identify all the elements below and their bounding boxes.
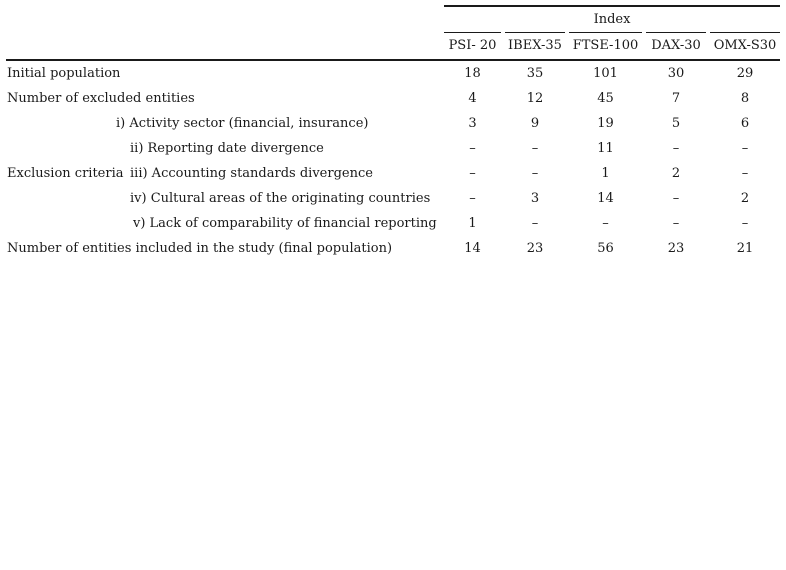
cell-value: –: [531, 216, 539, 231]
column-rule-psi: [444, 32, 501, 33]
row-label: iii) Accounting standards divergence: [130, 166, 373, 181]
cell-value: –: [531, 141, 539, 156]
cell-value: –: [741, 141, 749, 156]
row-label: Number of excluded entities: [7, 91, 195, 106]
cell-value: –: [672, 191, 680, 206]
header-rule: [6, 59, 780, 61]
column-header-omx: OMX-S30: [713, 38, 777, 53]
cell-value: –: [672, 141, 680, 156]
cell-value: 8: [740, 91, 750, 106]
cell-value: 3: [530, 191, 540, 206]
cell-value: 3: [468, 116, 477, 131]
cell-value: –: [469, 191, 476, 206]
cell-value: 7: [671, 91, 681, 106]
row-label: Initial population: [7, 66, 121, 81]
top-rule: [444, 5, 780, 7]
cell-value: –: [602, 216, 609, 231]
cell-value: –: [741, 216, 749, 231]
cell-value: 30: [667, 66, 685, 81]
row-label: iv) Cultural areas of the originating co…: [130, 191, 431, 206]
cell-value: 2: [671, 166, 681, 181]
cell-value: 12: [526, 91, 544, 106]
table-row: ii) Reporting date divergence – – 11 – –: [6, 136, 780, 161]
column-rule-dax: [646, 32, 706, 33]
cell-value: 5: [671, 116, 681, 131]
cell-value: 9: [530, 116, 540, 131]
column-header-ftse: FTSE-100: [572, 38, 639, 53]
table-row: i) Activity sector (financial, insurance…: [6, 111, 780, 136]
cell-value: 23: [526, 241, 544, 256]
column-header-dax: DAX-30: [651, 38, 701, 53]
cell-value: 21: [736, 241, 754, 256]
cell-value: –: [469, 166, 476, 181]
column-rule-ftse: [569, 32, 642, 33]
table-row: v) Lack of comparability of financial re…: [6, 211, 780, 236]
cell-value: 1: [468, 216, 477, 231]
cell-value: 14: [464, 241, 481, 256]
cell-value: 6: [740, 116, 750, 131]
column-header-psi: PSI- 20: [448, 38, 497, 53]
table-row: Number of entities included in the study…: [6, 236, 780, 261]
table-row: iv) Cultural areas of the originating co…: [6, 186, 780, 211]
cell-value: 23: [667, 241, 685, 256]
cell-value: 35: [526, 66, 544, 81]
cell-value: 45: [597, 91, 614, 106]
cell-value: –: [469, 141, 476, 156]
cell-value: –: [741, 166, 749, 181]
index-group-header: Index: [593, 12, 631, 27]
column-rule-omx: [710, 32, 780, 33]
cell-value: –: [531, 166, 539, 181]
cell-value: 14: [597, 191, 614, 206]
cell-value: 1: [601, 166, 610, 181]
row-label: Number of entities included in the study…: [7, 241, 393, 256]
column-header-ibex: IBEX-35: [508, 38, 562, 53]
table-row: Exclusion criteria iii) Accounting stand…: [6, 161, 780, 186]
cell-value: 18: [464, 66, 481, 81]
cell-value: –: [672, 216, 680, 231]
exclusion-criteria-label: Exclusion criteria: [7, 166, 124, 181]
column-rule-ibex: [505, 32, 565, 33]
cell-value: 19: [597, 116, 614, 131]
cell-value: 11: [597, 141, 614, 156]
row-label: ii) Reporting date divergence: [130, 141, 324, 156]
row-label: i) Activity sector (financial, insurance…: [116, 116, 369, 131]
cell-value: 29: [736, 66, 754, 81]
table-row: Initial population 18 35 101 30 29: [6, 61, 780, 86]
cell-value: 2: [740, 191, 750, 206]
cell-value: 4: [468, 91, 477, 106]
cell-value: 56: [597, 241, 614, 256]
row-label: v) Lack of comparability of financial re…: [133, 216, 437, 231]
cell-value: 101: [593, 66, 618, 81]
table-row: Number of excluded entities 4 12 45 7 8: [6, 86, 780, 111]
column-header-row: PSI- 20 IBEX-35 FTSE-100 DAX-30 OMX-S30: [6, 33, 780, 58]
